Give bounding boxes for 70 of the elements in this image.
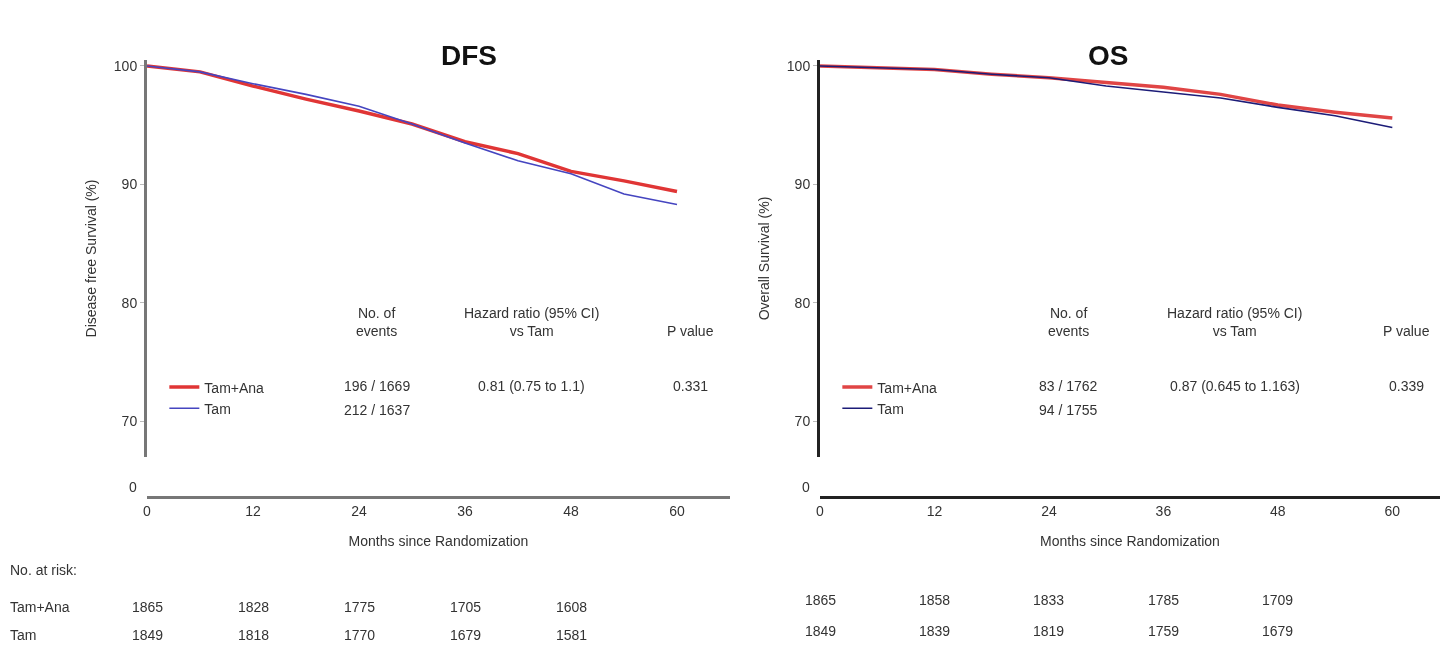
annotation: 83 / 1762	[1039, 378, 1098, 394]
annotation: 212 / 1637	[344, 402, 411, 418]
text: 1865	[132, 599, 164, 615]
annotation: No. of events	[356, 305, 398, 340]
text: 1705	[450, 599, 482, 615]
x-tick-label: 24	[351, 502, 367, 519]
y-tick-label: 100	[113, 57, 138, 74]
x-tick-label: 48	[1270, 502, 1286, 519]
text: 1581	[556, 627, 588, 643]
legend-label: Tam+Ana	[204, 379, 265, 396]
legend-label: Tam	[877, 400, 904, 417]
line-series	[820, 65, 1394, 129]
annotation: 0.339	[1389, 378, 1425, 394]
y-tick-label: 90	[121, 176, 138, 193]
x-tick-label: 36	[457, 502, 473, 519]
chart-title: DFS	[441, 40, 497, 71]
y-tick-label: 80	[794, 294, 811, 311]
x-tick-label: 36	[1155, 502, 1172, 519]
text: 1818	[238, 627, 270, 643]
x-axis-title: Months since Randomization	[348, 533, 529, 550]
text: 1828	[238, 599, 270, 615]
y-axis-title: Overall Survival (%)	[756, 196, 773, 321]
y-tick-label: 70	[794, 413, 811, 430]
x-tick-label: 12	[926, 502, 943, 519]
x-axis-title: Months since Randomization	[1040, 533, 1220, 550]
x-tick-label: 24	[1041, 502, 1057, 519]
x-tick-label: 0	[143, 502, 152, 519]
text: Tam+Ana	[10, 599, 70, 615]
legend-label: Tam	[204, 400, 231, 417]
text: 1759	[1148, 623, 1180, 639]
text: 1839	[919, 623, 951, 639]
text: 1709	[1262, 592, 1294, 608]
y-tick-label: 70	[121, 413, 138, 430]
x-tick-label: 12	[245, 502, 261, 519]
annotation: P value	[1383, 323, 1430, 339]
y-axis-title: Disease free Survival (%)	[83, 179, 100, 338]
y-tick-label: 80	[121, 294, 138, 311]
text: 1858	[919, 592, 951, 608]
text: 1785	[1148, 592, 1180, 608]
x-tick-label: 60	[669, 502, 685, 519]
chart-title: OS	[1088, 40, 1129, 71]
text: 1770	[344, 627, 376, 643]
text: 1849	[132, 627, 164, 643]
annotation: 0.87 (0.645 to 1.163)	[1170, 378, 1300, 394]
text: 1679	[1262, 623, 1294, 639]
text: 1849	[805, 623, 837, 639]
annotation: 196 / 1669	[344, 378, 411, 394]
text: 1679	[450, 627, 482, 643]
text: 0	[129, 479, 137, 495]
text: 1819	[1033, 623, 1065, 639]
text: Tam	[10, 627, 37, 643]
annotation: No. of events	[1048, 305, 1090, 340]
x-tick-label: 60	[1384, 502, 1401, 519]
annotation: 0.81 (0.75 to 1.1)	[478, 378, 585, 394]
text: 1833	[1033, 592, 1065, 608]
text: 0	[802, 479, 810, 495]
y-tick-label: 100	[786, 57, 811, 74]
y-tick-label: 90	[794, 176, 811, 193]
annotation: 94 / 1755	[1039, 402, 1098, 418]
x-tick-label: 0	[816, 502, 825, 519]
annotation: P value	[667, 323, 714, 339]
text: 1865	[805, 592, 837, 608]
text: 1608	[556, 599, 588, 615]
legend-label: Tam+Ana	[877, 379, 938, 396]
annotation: Hazard ratio (95% CI) vs Tam	[464, 305, 600, 340]
text: No. at risk:	[10, 562, 77, 578]
annotation: Hazard ratio (95% CI) vs Tam	[1167, 305, 1303, 340]
x-tick-label: 48	[563, 502, 579, 519]
annotation: 0.331	[673, 378, 709, 394]
text: 1775	[344, 599, 376, 615]
